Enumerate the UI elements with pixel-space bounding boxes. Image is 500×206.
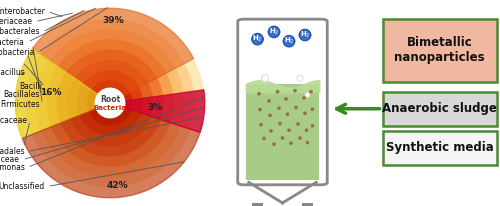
- Text: Planococcaceae: Planococcaceae: [0, 116, 28, 125]
- Ellipse shape: [310, 107, 314, 111]
- Text: Gammaproteobacteria: Gammaproteobacteria: [0, 38, 25, 47]
- Text: Anaerobic sludge: Anaerobic sludge: [382, 102, 497, 115]
- Text: Bimetallic
nanoparticles: Bimetallic nanoparticles: [394, 36, 485, 64]
- Text: Stenotrophomonas: Stenotrophomonas: [0, 163, 25, 172]
- Ellipse shape: [267, 99, 271, 103]
- Text: H$_2$: H$_2$: [300, 30, 310, 40]
- Ellipse shape: [277, 106, 281, 110]
- Text: Bacilli: Bacilli: [20, 82, 42, 91]
- Ellipse shape: [15, 8, 205, 198]
- Ellipse shape: [88, 80, 132, 126]
- Ellipse shape: [268, 114, 272, 117]
- Text: Synthetic media: Synthetic media: [386, 141, 494, 154]
- Text: Xanthomonadaceae: Xanthomonadaceae: [0, 155, 20, 164]
- Ellipse shape: [257, 92, 261, 96]
- Ellipse shape: [268, 26, 280, 38]
- Text: Enterobacterales: Enterobacterales: [0, 27, 40, 36]
- Ellipse shape: [66, 60, 154, 146]
- Text: 3%: 3%: [148, 103, 162, 112]
- Polygon shape: [32, 8, 194, 103]
- Bar: [252, 203, 263, 206]
- Text: Root: Root: [100, 95, 120, 104]
- Text: 16%: 16%: [40, 88, 62, 97]
- Text: H$_2$: H$_2$: [252, 34, 263, 44]
- Circle shape: [252, 37, 264, 42]
- Circle shape: [268, 29, 280, 34]
- FancyBboxPatch shape: [382, 92, 496, 126]
- Ellipse shape: [276, 90, 280, 94]
- Ellipse shape: [262, 75, 268, 82]
- Bar: [302, 203, 313, 206]
- Circle shape: [299, 33, 311, 37]
- Ellipse shape: [259, 123, 263, 126]
- Ellipse shape: [252, 33, 264, 45]
- Ellipse shape: [262, 137, 266, 140]
- Text: Unclassified: Unclassified: [0, 182, 45, 191]
- Polygon shape: [22, 103, 200, 198]
- Text: Lysinibacillus: Lysinibacillus: [0, 68, 25, 77]
- Ellipse shape: [77, 70, 143, 136]
- Ellipse shape: [36, 29, 184, 177]
- Ellipse shape: [305, 92, 310, 97]
- Text: 39%: 39%: [102, 16, 124, 25]
- Ellipse shape: [306, 141, 310, 144]
- Ellipse shape: [310, 124, 314, 128]
- Ellipse shape: [46, 39, 174, 167]
- Ellipse shape: [56, 49, 164, 157]
- Ellipse shape: [94, 88, 126, 118]
- Ellipse shape: [297, 75, 303, 81]
- FancyBboxPatch shape: [238, 19, 327, 185]
- Polygon shape: [110, 90, 205, 132]
- Ellipse shape: [298, 136, 302, 140]
- Ellipse shape: [278, 122, 282, 125]
- Text: Bacteria: Bacteria: [94, 105, 126, 111]
- Ellipse shape: [283, 35, 295, 47]
- Ellipse shape: [272, 142, 276, 146]
- Text: Proteobacteria: Proteobacteria: [0, 48, 35, 57]
- Bar: [246, 84, 320, 180]
- Ellipse shape: [286, 112, 290, 116]
- Text: H$_2$: H$_2$: [284, 36, 294, 46]
- Ellipse shape: [269, 129, 273, 133]
- FancyBboxPatch shape: [382, 131, 496, 165]
- Circle shape: [283, 39, 295, 44]
- Text: 42%: 42%: [106, 181, 128, 190]
- Text: H$_2$: H$_2$: [268, 27, 280, 37]
- Ellipse shape: [26, 19, 194, 187]
- Ellipse shape: [287, 128, 291, 132]
- Ellipse shape: [284, 97, 288, 101]
- FancyBboxPatch shape: [382, 19, 496, 82]
- Ellipse shape: [289, 141, 293, 145]
- Ellipse shape: [258, 108, 262, 111]
- Text: Firmicutes: Firmicutes: [0, 99, 40, 109]
- Ellipse shape: [303, 111, 307, 115]
- Text: Enterobacter: Enterobacter: [0, 7, 45, 16]
- Text: Bacillales: Bacillales: [4, 90, 40, 99]
- Ellipse shape: [304, 128, 308, 132]
- Ellipse shape: [299, 29, 311, 41]
- Ellipse shape: [293, 89, 297, 92]
- Ellipse shape: [302, 96, 306, 100]
- Polygon shape: [248, 182, 316, 203]
- Ellipse shape: [296, 122, 300, 126]
- Ellipse shape: [280, 136, 284, 140]
- Text: Xanthomonadales: Xanthomonadales: [0, 147, 25, 156]
- Text: Enterobacteriaceae: Enterobacteriaceae: [0, 17, 32, 26]
- Ellipse shape: [309, 90, 313, 94]
- Polygon shape: [15, 49, 110, 138]
- Ellipse shape: [294, 106, 298, 109]
